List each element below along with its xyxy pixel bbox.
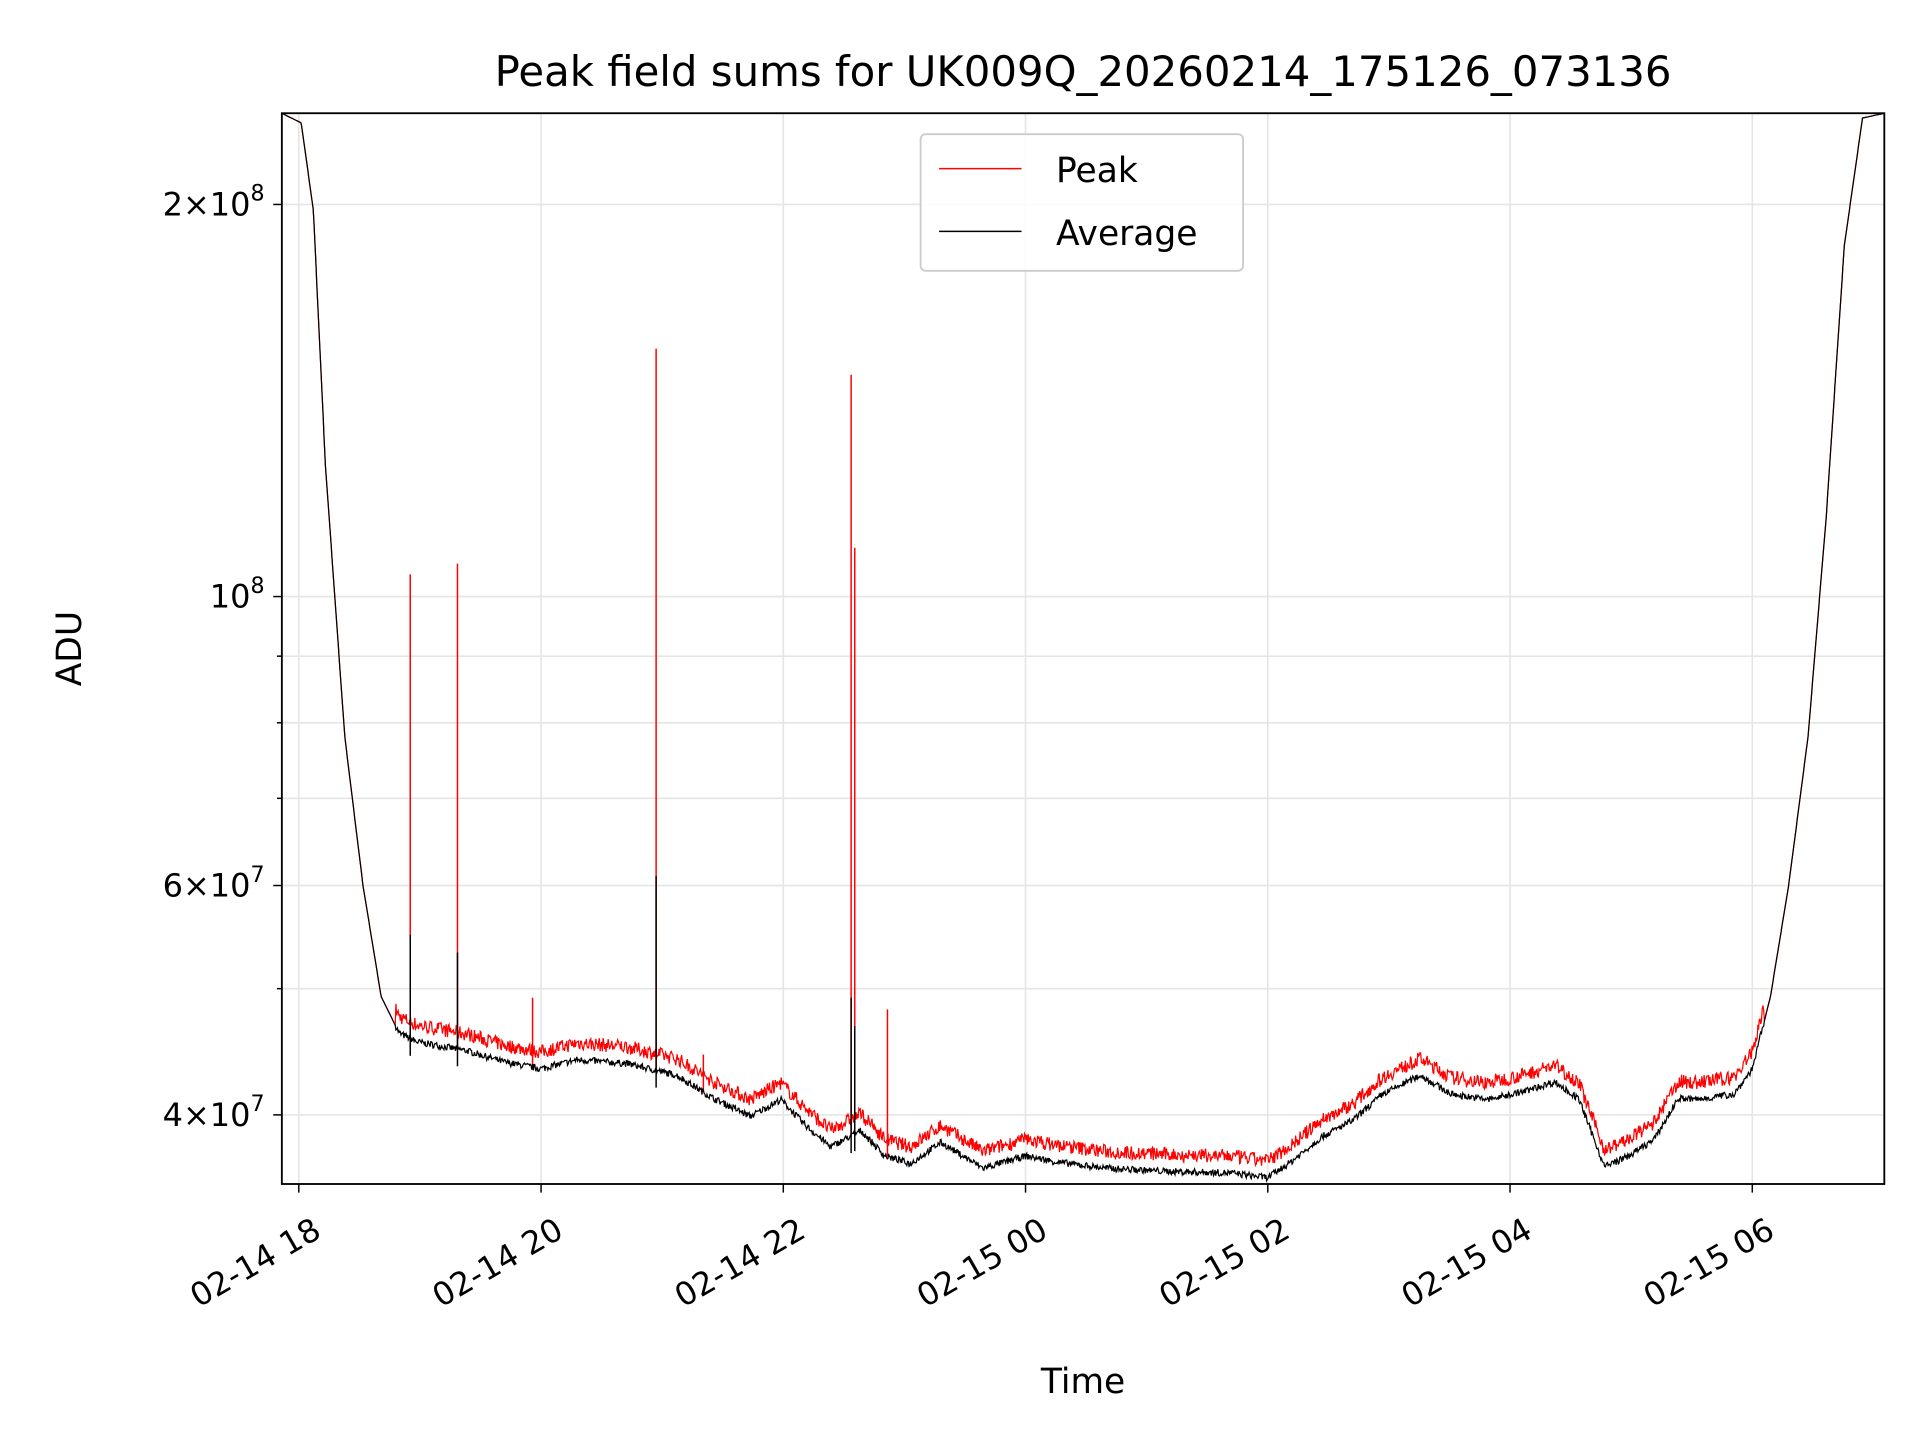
legend-label-peak: Peak [1056, 151, 1138, 191]
chart-title: Peak field sums for UK009Q_20260214_1751… [495, 47, 1672, 96]
plot-area [281, 112, 1884, 1183]
x-tick-label: 02-15 02 [1152, 1210, 1296, 1315]
y-tick-label: 2×108 [163, 181, 265, 224]
legend: Peak Average [919, 133, 1244, 272]
y-tick-label: 4×107 [163, 1091, 265, 1134]
y-tick-label: 6×107 [163, 862, 265, 905]
x-tick-label: 02-14 20 [426, 1210, 570, 1315]
series-average-line [281, 112, 1884, 1183]
grid-lines [281, 113, 1885, 1184]
y-tick-label: 108 [210, 573, 265, 616]
legend-label-average: Average [1056, 214, 1197, 254]
x-tick-label: 02-15 00 [910, 1210, 1054, 1315]
x-tick-label: 02-15 04 [1395, 1210, 1539, 1315]
x-tick-label: 02-14 18 [183, 1210, 327, 1315]
series-peak-line [281, 112, 1884, 1168]
x-tick-label: 02-14 22 [668, 1210, 812, 1315]
axes-frame [280, 112, 1886, 1185]
x-tick-label: 02-15 06 [1637, 1210, 1781, 1315]
x-axis-label: Time [1040, 1362, 1125, 1402]
y-axis-label: ADU [50, 611, 90, 686]
